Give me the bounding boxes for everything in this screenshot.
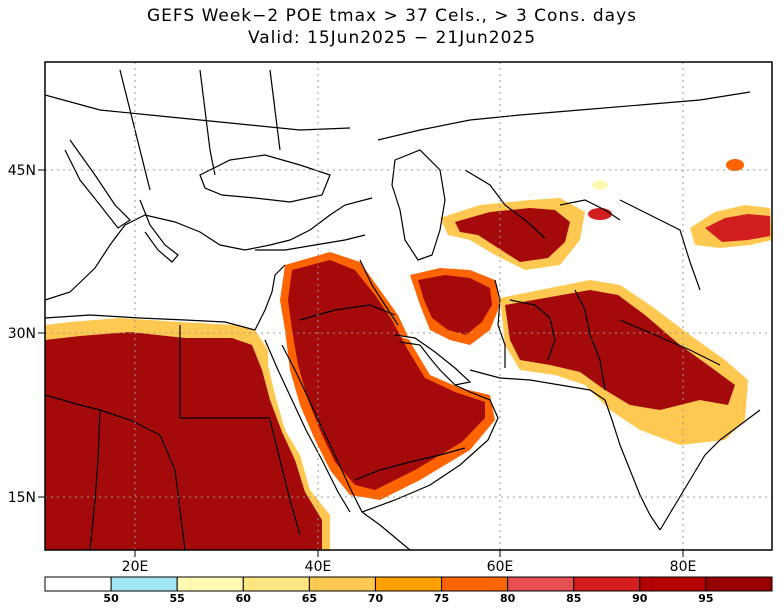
border-china-west — [619, 199, 701, 291]
coast-persian-gulf — [394, 334, 472, 386]
colorbar-swatch — [44, 576, 112, 592]
coast-levant — [254, 264, 286, 331]
coast-india-east — [659, 409, 761, 531]
coast-horn-africa — [361, 511, 411, 550]
field-persian-gulf — [395, 335, 470, 380]
colorbar-label: 90 — [632, 592, 648, 605]
field-kazakh-blob — [726, 159, 744, 171]
lat-label-45: 45N — [8, 163, 36, 179]
coast-black-sea — [199, 154, 331, 203]
colorbar-swatch — [705, 576, 773, 592]
colorbar-swatch — [110, 576, 178, 592]
coast-iran-pakistan — [469, 369, 606, 401]
border-europe-3 — [199, 69, 216, 176]
border-europe-1 — [45, 94, 351, 131]
border-sudan-ethiopia — [269, 419, 301, 536]
lon-label-40e: 40E — [305, 559, 332, 575]
colorbar-label: 55 — [169, 592, 185, 605]
coast-red-sea-east — [281, 344, 363, 513]
coast-red-sea-west — [264, 339, 351, 513]
lon-ticks — [134, 550, 684, 557]
field-iran-core — [418, 275, 492, 335]
coast-caspian — [391, 149, 446, 261]
field-kazakh-blob-2 — [592, 180, 608, 190]
colorbar-label: 50 — [103, 592, 119, 605]
colorbar-label: 70 — [367, 592, 384, 605]
border-saudi-yemen — [354, 447, 466, 481]
border-sudan-chad — [159, 434, 186, 550]
lon-label-20e: 20E — [122, 559, 149, 575]
colorbar-swatch — [639, 576, 707, 592]
lon-label-60e: 60E — [487, 559, 514, 575]
lat-label-30: 30N — [8, 326, 36, 342]
lat-label-15: 15N — [8, 490, 36, 506]
lon-label-80e: 80E — [670, 559, 697, 575]
colorbar-swatch — [308, 576, 376, 592]
colorbar-swatch — [507, 576, 575, 592]
colorbar-swatch — [176, 576, 244, 592]
border-iran-afghan — [494, 279, 506, 368]
coast-north-africa — [45, 314, 256, 331]
colorbar-swatch — [441, 576, 509, 592]
colorbar-label: 75 — [433, 592, 450, 605]
border-afghan-pak — [509, 299, 556, 361]
coast-mediterranean-north — [45, 197, 373, 301]
coast-italy — [64, 139, 131, 229]
colorbar-swatch — [374, 576, 443, 592]
border-kazakh — [377, 91, 751, 141]
field-tarim-core — [705, 214, 770, 242]
border-africa-interior-2 — [89, 409, 101, 550]
grid-lines — [45, 62, 772, 550]
colorbar-swatch — [573, 576, 641, 592]
field-kyrgyz-blob — [588, 208, 612, 220]
field-sahara-core — [45, 332, 322, 550]
map-frame — [44, 61, 773, 551]
colorbar-label: 65 — [301, 592, 318, 605]
lat-ticks — [38, 169, 45, 498]
coast-arabia-south — [361, 384, 499, 513]
border-europe-4 — [269, 69, 281, 151]
colorbar-swatch — [242, 576, 310, 592]
colorbar-label: 60 — [235, 592, 251, 605]
map-title-line2: Valid: 15Jun2025 − 21Jun2025 — [247, 28, 537, 48]
border-uzbek-kyrgyz — [559, 199, 621, 221]
colorbar-label: 95 — [698, 592, 714, 605]
border-turkey-south — [255, 234, 366, 251]
colorbar-label: 80 — [499, 592, 516, 605]
field-india-core — [505, 290, 735, 410]
map-title-line1: GEFS Week−2 POE tmax > 37 Cels., > 3 Con… — [146, 6, 638, 26]
border-turkmen-uzbek — [464, 169, 546, 239]
border-pak-india — [574, 289, 606, 391]
coast-greece — [139, 199, 179, 263]
border-iraq-iran — [359, 259, 399, 326]
probability-fields — [45, 159, 772, 550]
colorbar — [44, 576, 773, 592]
colorbar-label: 85 — [566, 592, 582, 605]
border-india-nepal — [619, 319, 721, 366]
coastlines-borders — [45, 69, 761, 550]
field-centralasia-core — [455, 208, 570, 262]
coast-india-west — [604, 399, 661, 531]
field-arabia-core — [288, 260, 485, 490]
